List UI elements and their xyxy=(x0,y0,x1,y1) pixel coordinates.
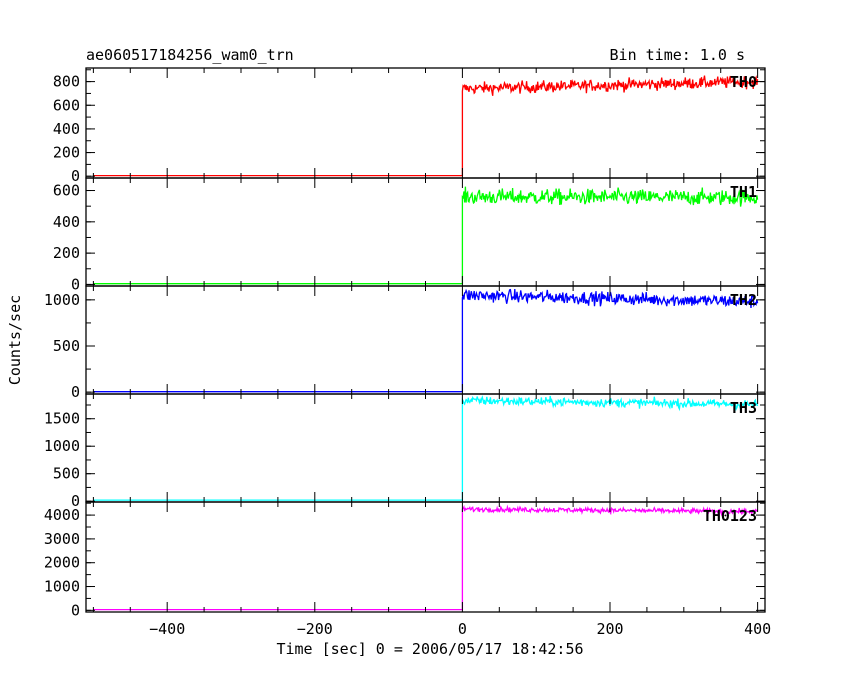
panel-label: TH2 xyxy=(730,291,757,309)
series-line-th0123 xyxy=(93,504,758,611)
y-tick-label: 500 xyxy=(53,337,80,355)
panel-th0123: 0 1000 2000 3000 4000 TH0123 xyxy=(44,501,766,619)
y-tick-label: 1000 xyxy=(44,291,80,309)
chart-title: ae060517184256_wam0_trn xyxy=(86,46,294,64)
y-tick-label: 2000 xyxy=(44,554,80,572)
y-tick-label: 0 xyxy=(71,167,80,185)
panel-frame xyxy=(85,285,766,395)
y-tick-label: 0 xyxy=(71,383,80,401)
y-tick-label: 600 xyxy=(53,182,80,200)
y-tick-label: 500 xyxy=(53,465,80,483)
panel-frame xyxy=(85,501,766,613)
panel-frame xyxy=(85,393,766,503)
y-tick-label: 0 xyxy=(71,492,80,510)
y-tick-label: 800 xyxy=(53,73,80,91)
panel-th0: 0 200 400 600 800 TH0 xyxy=(53,67,766,185)
panel-frame xyxy=(85,177,766,287)
y-tick-label: 4000 xyxy=(44,506,80,524)
y-tick-label: 600 xyxy=(53,96,80,114)
x-tick-label: 400 xyxy=(744,620,771,638)
x-tick-label: −400 xyxy=(149,620,185,638)
x-tick-label: 0 xyxy=(458,620,467,638)
panel-th1: 0 200 400 600 TH1 xyxy=(53,177,766,293)
y-tick-label: 1500 xyxy=(44,410,80,428)
y-tick-label: 200 xyxy=(53,244,80,262)
series-line-th1 xyxy=(93,186,759,285)
y-tick-label: 200 xyxy=(53,144,80,162)
series-line-th3 xyxy=(93,395,759,501)
panel-label: TH3 xyxy=(730,399,757,417)
y-tick-label: 1000 xyxy=(44,578,80,596)
y-tick-label: 0 xyxy=(71,601,80,619)
y-tick-label: 0 xyxy=(71,275,80,293)
series-line-th0 xyxy=(93,75,759,177)
panel-th3: 0 500 1000 1500 TH3 xyxy=(44,393,766,510)
x-tick-label: 200 xyxy=(596,620,623,638)
y-axis-label: Counts/sec xyxy=(6,295,24,385)
y-tick-label: 3000 xyxy=(44,530,80,548)
y-tick-label: 1000 xyxy=(44,437,80,455)
chart-subtitle: Bin time: 1.0 s xyxy=(610,46,745,64)
panels-group: 0 200 400 600 800 TH0 0 200 400 600 TH1 0 500 1000 TH2… xyxy=(44,67,771,638)
panel-label: TH1 xyxy=(730,183,757,201)
series-line-th2 xyxy=(93,288,759,393)
panel-label: TH0 xyxy=(730,73,757,91)
panel-label: TH0123 xyxy=(703,507,757,525)
y-tick-label: 400 xyxy=(53,213,80,231)
panel-th2: 0 500 1000 TH2 xyxy=(44,285,766,401)
y-tick-label: 400 xyxy=(53,120,80,138)
x-tick-label: −200 xyxy=(297,620,333,638)
x-axis-label: Time [sec] 0 = 2006/05/17 18:42:56 xyxy=(276,640,583,658)
